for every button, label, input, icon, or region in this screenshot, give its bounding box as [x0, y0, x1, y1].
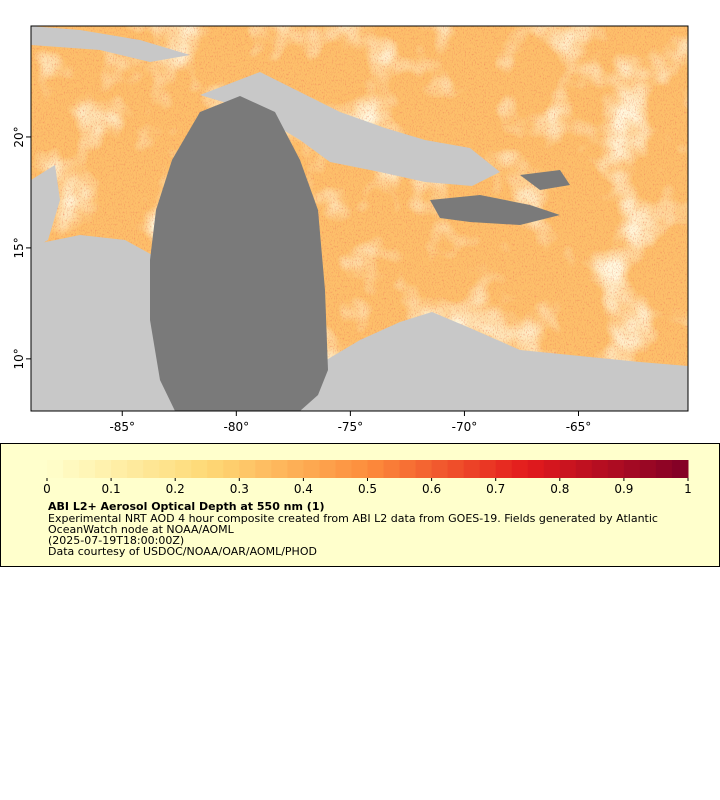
colorbar-swatch	[351, 460, 368, 478]
colorbar-tick-label: 0.5	[358, 482, 377, 496]
colorbar-tick-label: 0.4	[294, 482, 313, 496]
legend-date: (2025-07-19T18:00:00Z)	[48, 534, 184, 547]
colorbar-swatch	[479, 460, 497, 478]
legend-description: Experimental NRT AOD 4 hour composite cr…	[48, 512, 658, 525]
legend-title: ABI L2+ Aerosol Optical Depth at 550 nm …	[48, 500, 325, 513]
map-image	[31, 26, 688, 411]
colorbar-swatch	[239, 460, 256, 478]
colorbar-swatch	[575, 460, 593, 478]
colorbar-tick-label: 0.8	[550, 482, 569, 496]
colorbar-swatch	[335, 460, 352, 478]
map-frame	[30, 25, 689, 412]
colorbar-tick-label: 0.2	[166, 482, 185, 496]
colorbar-swatch	[591, 460, 609, 478]
colorbar-swatch	[383, 460, 401, 478]
colorbar-swatch	[271, 460, 288, 478]
legend-description: OceanWatch node at NOAA/AOML	[48, 523, 235, 536]
colorbar-swatch	[511, 460, 529, 478]
colorbar-swatch	[607, 460, 625, 478]
x-tick-label: -70°	[452, 420, 478, 434]
land	[31, 26, 190, 62]
colorbar-swatch	[495, 460, 513, 478]
no-data-area	[430, 195, 560, 225]
x-tick-label: -80°	[224, 420, 250, 434]
colorbar-swatch	[463, 460, 481, 478]
x-tick-label: -65°	[566, 420, 592, 434]
land	[300, 312, 688, 411]
colorbar-swatch	[559, 460, 577, 478]
y-tick-label: 20°	[12, 126, 26, 147]
land	[31, 235, 245, 411]
colorbar-swatch	[255, 460, 272, 478]
colorbar-tick-label: 0.9	[614, 482, 633, 496]
colorbar-swatch	[47, 460, 64, 478]
colorbar: 0 0.1 0.2 0.3 0.4 0.5 0.6 0.7 0.8 0.9 1	[43, 460, 692, 496]
colorbar-swatch	[623, 460, 641, 478]
legend-credit: Data courtesy of USDOC/NOAA/OAR/AOML/PHO…	[48, 545, 317, 558]
colorbar-tick-label: 0.3	[230, 482, 249, 496]
x-tick-label: -85°	[109, 420, 135, 434]
colorbar-swatch	[95, 460, 112, 478]
no-data-area	[520, 170, 570, 190]
no-data-area	[150, 96, 328, 411]
colorbar-swatch	[303, 460, 320, 478]
colorbar-swatch	[367, 460, 385, 478]
land	[200, 72, 500, 186]
colorbar-swatch	[431, 460, 449, 478]
colorbar-swatch	[655, 460, 673, 478]
colorbar-swatch	[79, 460, 96, 478]
colorbar-swatch	[223, 460, 240, 478]
colorbar-tick-label: 1	[684, 482, 692, 496]
colorbar-swatch	[175, 460, 192, 478]
colorbar-swatch	[207, 460, 224, 478]
y-tick-label: 10°	[12, 348, 26, 369]
x-tick-label: -75°	[338, 420, 364, 434]
colorbar-swatch	[191, 460, 208, 478]
land	[31, 165, 60, 250]
colorbar-swatch	[63, 460, 80, 478]
colorbar-tick-label: 0.1	[102, 482, 121, 496]
colorbar-swatch	[447, 460, 465, 478]
colorbar-tick-label: 0.6	[422, 482, 441, 496]
colorbar-swatch	[527, 460, 545, 478]
colorbar-swatch	[127, 460, 144, 478]
colorbar-swatch	[319, 460, 336, 478]
axes: -85° -80° -75° -70° -65° 10° 15° 20°	[12, 126, 591, 434]
colorbar-tick-label: 0.7	[486, 482, 505, 496]
colorbar-swatch	[111, 460, 128, 478]
colorbar-swatch	[639, 460, 657, 478]
y-tick-label: 15°	[12, 237, 26, 258]
colorbar-swatch	[415, 460, 433, 478]
colorbar-swatch	[671, 460, 689, 478]
colorbar-swatch	[159, 460, 176, 478]
colorbar-swatch	[399, 460, 417, 478]
colorbar-swatch	[287, 460, 304, 478]
colorbar-swatch	[143, 460, 160, 478]
colorbar-swatch	[543, 460, 561, 478]
colorbar-tick-label: 0	[43, 482, 51, 496]
